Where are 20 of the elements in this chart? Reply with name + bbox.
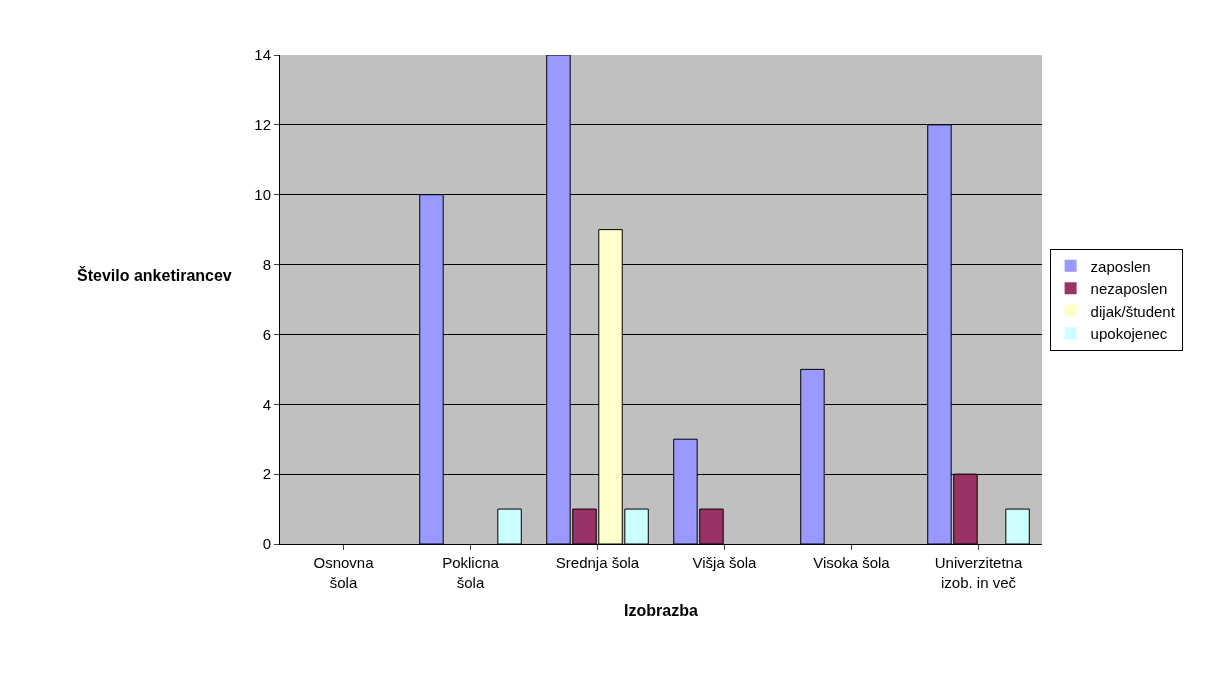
legend-label: dijak/študent bbox=[1090, 302, 1176, 320]
y-tick-label: 6 bbox=[262, 325, 271, 343]
y-tick-label: 4 bbox=[262, 395, 271, 413]
y-tick-label: 14 bbox=[254, 46, 271, 64]
x-axis-title: Izobrazba bbox=[624, 602, 698, 620]
x-tick-label: Visoka šola bbox=[813, 554, 891, 571]
legend-label: nezaposlen bbox=[1090, 280, 1168, 298]
y-axis-title: Število anketirancev bbox=[77, 266, 232, 284]
x-tick-label: Višja šola bbox=[692, 554, 758, 571]
y-tick-label: 10 bbox=[254, 185, 271, 203]
x-tick-label: Srednja šola bbox=[555, 554, 640, 571]
y-tick-label: 2 bbox=[262, 465, 271, 483]
y-tick-label: 0 bbox=[262, 535, 271, 553]
legend-label: upokojenec bbox=[1090, 325, 1168, 343]
y-tick-label: 8 bbox=[262, 255, 271, 273]
legend-label: zaposlen bbox=[1090, 257, 1151, 275]
x-tick-label: Univerzitetna izob. in več bbox=[934, 554, 1023, 591]
y-tick-label: 12 bbox=[254, 116, 271, 134]
x-tick-label: Osnovna šola bbox=[313, 554, 375, 591]
x-tick-label: Poklicna šola bbox=[442, 554, 500, 591]
